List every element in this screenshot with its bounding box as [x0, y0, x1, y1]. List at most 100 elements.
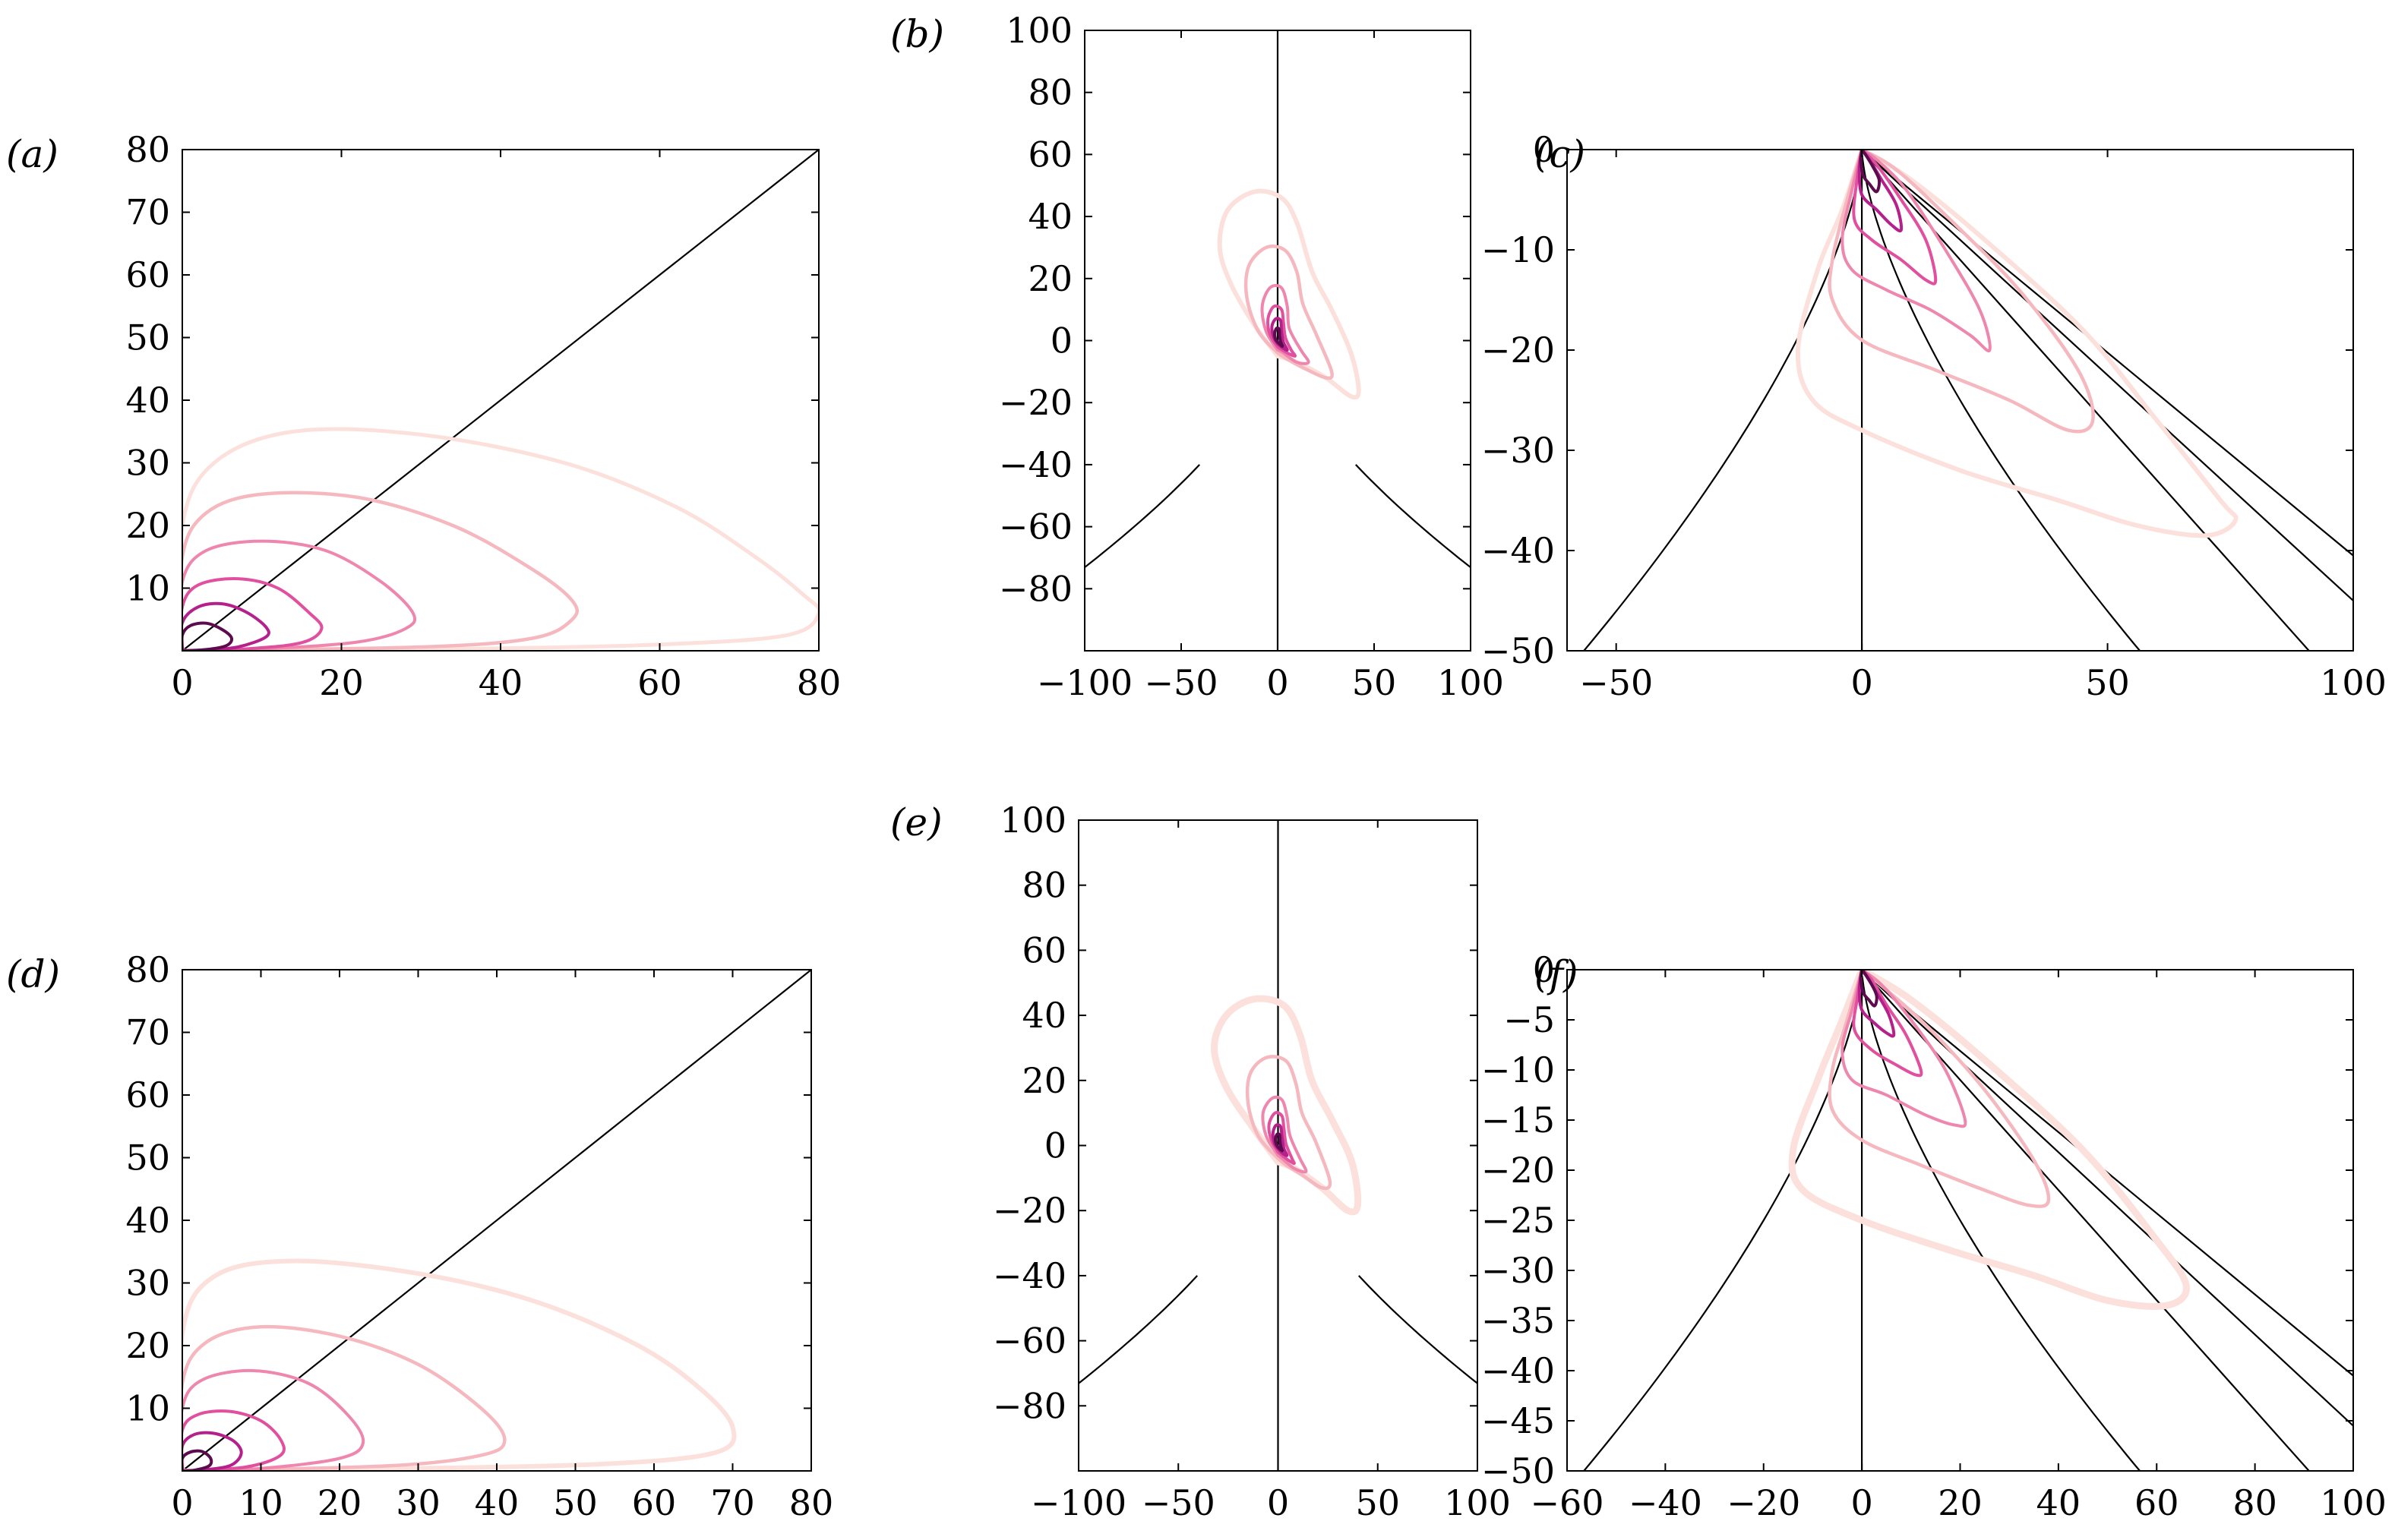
- y-tick-label: 0: [1533, 129, 1555, 170]
- y-tick-label: −40: [1481, 530, 1555, 571]
- x-tick-label: 50: [553, 1482, 598, 1523]
- y-tick-label: 80: [125, 949, 170, 990]
- panel-d: (d) 0 10 20 30 40 50 60 70 80 10 20 30 40 50 60 70 80: [6, 949, 833, 1523]
- contour-level-6: [182, 621, 234, 651]
- x-tick-label: 50: [1355, 1482, 1400, 1523]
- y-tick-label: −35: [1481, 1300, 1555, 1341]
- contour-level-2: [182, 491, 580, 651]
- x-tick-label: −100: [1037, 662, 1133, 703]
- contour-level-1: [1211, 995, 1362, 1216]
- x-tick-label: 100: [2320, 1482, 2387, 1523]
- y-tick-label: 40: [1028, 196, 1073, 237]
- y-tick-label: 70: [125, 192, 170, 233]
- x-tick-label: 50: [1352, 662, 1397, 703]
- y-tick-label: −5: [1503, 999, 1555, 1040]
- y-tick-label: −30: [1481, 1250, 1555, 1291]
- y-tick-label: 50: [125, 317, 170, 358]
- reference-line-cusp-right: [1861, 970, 2141, 1471]
- contour-level-1: [182, 1258, 737, 1471]
- y-tick-label: −20: [993, 1190, 1066, 1231]
- y-tick-label: 20: [1022, 1060, 1066, 1101]
- contour-level-5: [182, 1431, 243, 1471]
- y-tick-label: −20: [1481, 330, 1555, 371]
- y-tick-label: 40: [125, 1200, 170, 1241]
- contour-level-1: [182, 427, 819, 651]
- panel-label: (e): [890, 800, 943, 844]
- x-tick-label: −50: [1144, 662, 1218, 703]
- contour-level-3: [182, 1368, 365, 1471]
- y-tick-label: 100: [1006, 10, 1073, 51]
- x-tick-label: 40: [479, 662, 523, 703]
- panel-e: (e) −100 −50 0 50 100 −80 −60 −40 −20 0 20 40 60 80 100: [890, 800, 1511, 1523]
- y-tick-label: −40: [1481, 1350, 1555, 1391]
- contour-level-6: [1274, 1132, 1284, 1153]
- contour-level-2: [1243, 245, 1334, 380]
- contour-level-3: [1840, 150, 1992, 353]
- contour-level-1: [1795, 150, 2239, 538]
- contour-level-6: [1859, 150, 1882, 194]
- reference-line-diagonal: [182, 970, 811, 1471]
- x-tick-label: 80: [797, 662, 842, 703]
- contour-level-2: [1828, 970, 2051, 1208]
- contour-level-1: [1788, 970, 2190, 1310]
- contour-level-4: [1852, 970, 1923, 1078]
- y-tick-label: 80: [1022, 865, 1066, 906]
- x-tick-label: −50: [1142, 1482, 1215, 1523]
- panel-label: (b): [890, 12, 944, 56]
- reference-line-cusp-left: [1085, 464, 1200, 569]
- x-tick-label: −20: [1727, 1482, 1800, 1523]
- y-tick-label: −60: [993, 1321, 1066, 1362]
- contour-level-5: [1271, 1123, 1289, 1157]
- y-tick-label: 60: [125, 1075, 170, 1116]
- y-tick-label: 50: [125, 1138, 170, 1179]
- panel-a: (a) 0 20 40 60 80 10 20 30 40 50 60 70 80: [6, 129, 841, 703]
- contour-level-3: [1840, 970, 1967, 1128]
- x-tick-label: 0: [171, 662, 193, 703]
- y-tick-label: −80: [993, 1385, 1066, 1426]
- y-tick-label: 0: [1533, 949, 1555, 990]
- x-tick-label: 100: [1437, 662, 1504, 703]
- panel-label: (a): [6, 132, 58, 176]
- y-tick-label: 20: [125, 505, 170, 546]
- y-tick-label: 10: [125, 1388, 170, 1429]
- y-tick-label: 100: [1000, 800, 1066, 841]
- x-tick-label: 30: [396, 1482, 441, 1523]
- x-tick-label: 50: [2085, 662, 2130, 703]
- x-tick-label: −60: [1530, 1482, 1604, 1523]
- contour-level-4: [1266, 304, 1297, 358]
- reference-line-cusp-right: [1358, 1275, 1477, 1385]
- y-tick-label: −80: [999, 568, 1073, 609]
- contour-level-4: [1852, 150, 1938, 286]
- contour-level-3: [1260, 284, 1310, 365]
- y-tick-label: −25: [1481, 1200, 1555, 1241]
- y-tick-label: 80: [1028, 72, 1073, 113]
- panel-label: (f): [1534, 952, 1578, 996]
- y-tick-label: −10: [1481, 229, 1555, 270]
- x-tick-label: −40: [1629, 1482, 1702, 1523]
- reference-line-ray-2: [1861, 150, 2353, 601]
- y-tick-label: −15: [1481, 1100, 1555, 1141]
- plot-frame: [1566, 149, 2354, 652]
- contour-level-5: [182, 601, 270, 651]
- reference-line-cusp-left: [1583, 970, 1863, 1471]
- x-tick-label: 20: [319, 662, 364, 703]
- reference-line-cusp-left: [1583, 150, 1863, 651]
- y-tick-label: −20: [1481, 1150, 1555, 1191]
- contour-level-4: [182, 1409, 286, 1471]
- contour-level-6: [1273, 326, 1284, 348]
- x-tick-label: 60: [632, 1482, 677, 1523]
- y-tick-label: 30: [125, 1263, 170, 1304]
- contour-level-2: [1828, 150, 2095, 434]
- y-tick-label: 0: [1051, 320, 1073, 361]
- y-tick-label: 70: [125, 1012, 170, 1053]
- x-tick-label: −50: [1579, 662, 1653, 703]
- y-tick-label: 30: [125, 443, 170, 484]
- panel-label: (c): [1534, 132, 1585, 176]
- y-tick-label: −30: [1481, 430, 1555, 471]
- contour-level-2: [1245, 1055, 1332, 1191]
- y-tick-label: 60: [1022, 929, 1066, 970]
- reference-line-ray-2: [1861, 970, 2353, 1427]
- y-tick-label: −60: [999, 506, 1073, 548]
- contour-level-4: [182, 577, 324, 651]
